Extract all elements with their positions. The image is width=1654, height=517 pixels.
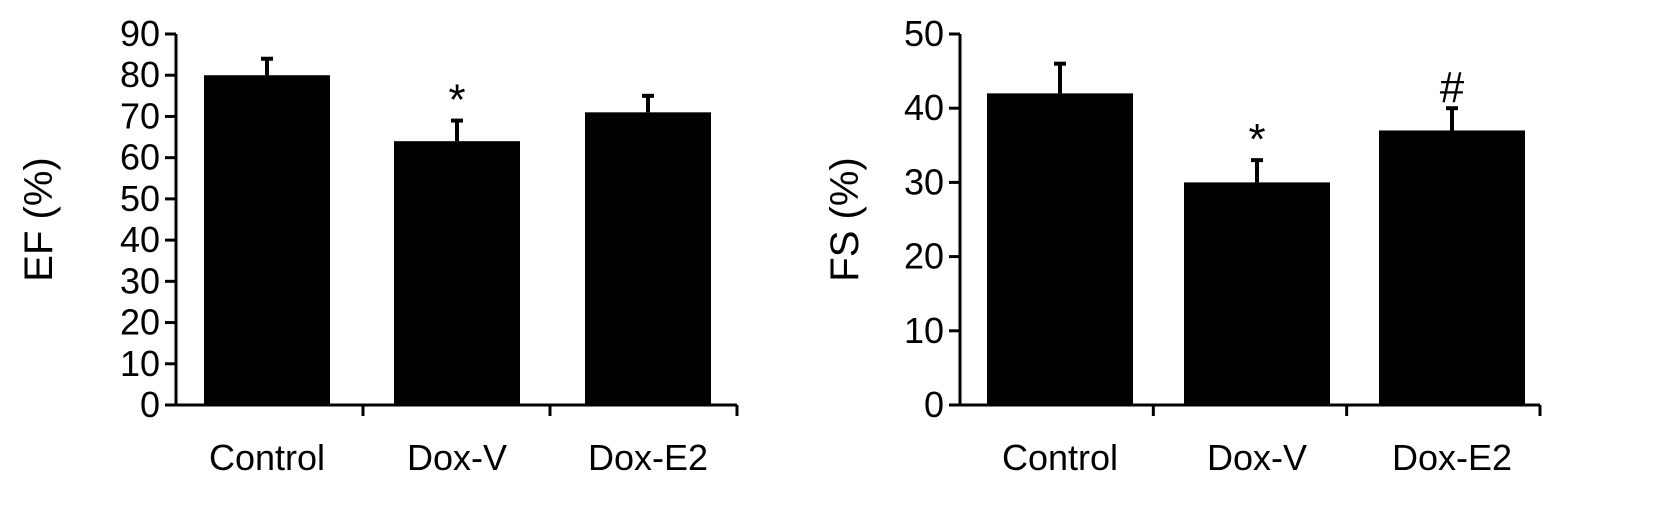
y-tick-label: 20: [904, 236, 944, 277]
x-category-label: Dox-V: [1207, 437, 1307, 478]
y-tick-label: 60: [120, 137, 160, 178]
y-tick-label: 10: [904, 310, 944, 351]
y-tick-label: 40: [120, 219, 160, 260]
x-category-label: Control: [1002, 437, 1118, 478]
y-tick-label: 20: [120, 302, 160, 343]
y-tick-label: 40: [904, 87, 944, 128]
y-tick-label: 50: [904, 13, 944, 54]
y-tick-label: 90: [120, 13, 160, 54]
significance-marker: #: [1440, 63, 1465, 112]
x-category-label: Dox-E2: [588, 437, 708, 478]
y-tick-label: 50: [120, 178, 160, 219]
bar-dox-v: [1184, 182, 1330, 405]
y-tick-label: 30: [120, 260, 160, 301]
x-category-label: Dox-E2: [1392, 437, 1512, 478]
y-tick-label: 0: [924, 384, 944, 425]
bar-dox-e2: [585, 112, 711, 406]
chart-2: 0 10 20 30 40 50 Control * Dox-V # Dox-E2 FS (%): [823, 13, 1542, 478]
bar-control: [204, 75, 330, 405]
y-axis-title: FS (%): [823, 157, 867, 281]
y-tick-label: 10: [120, 343, 160, 384]
x-category-label: Dox-V: [407, 437, 507, 478]
x-category-label: Control: [209, 437, 325, 478]
bar-dox-e2: [1379, 130, 1525, 405]
y-tick-label: 30: [904, 161, 944, 202]
y-axis-title: EF (%): [17, 157, 61, 281]
bar-control: [987, 93, 1133, 406]
significance-marker: *: [448, 76, 465, 125]
y-tick-label: 80: [120, 54, 160, 95]
bar-dox-v: [394, 141, 520, 405]
y-tick-label: 70: [120, 95, 160, 136]
significance-marker: *: [1248, 115, 1265, 164]
y-tick-label: 0: [140, 384, 160, 425]
